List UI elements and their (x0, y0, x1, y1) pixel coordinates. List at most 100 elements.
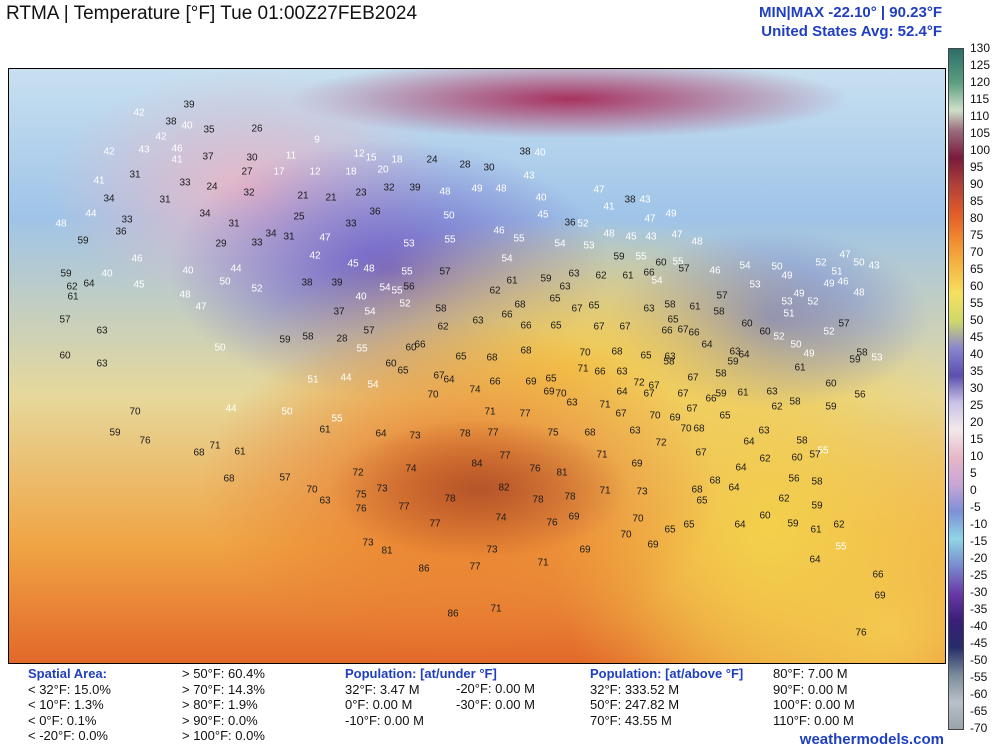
temperature-label: 72 (633, 377, 645, 389)
colorbar-tick-label: 120 (970, 75, 991, 89)
temperature-label: 60 (759, 326, 771, 338)
temperature-label: 47 (644, 213, 656, 225)
temperature-label: 71 (596, 449, 608, 461)
temperature-label: 52 (815, 257, 827, 269)
temperature-label: 55 (513, 233, 525, 245)
population-under-stats-2: -20°F: 0.00 M -30°F: 0.00 M (456, 681, 535, 712)
colorbar-tick-label: 115 (970, 92, 990, 106)
colorbar-tick-label: -70 (970, 721, 988, 735)
temperature-label: 39 (183, 99, 195, 111)
population-above-header: Population: [at/above °F] (590, 666, 744, 681)
temperature-label: 55 (817, 445, 829, 457)
temperature-label: 62 (778, 493, 790, 505)
temperature-label: 36 (369, 206, 381, 218)
temperature-label: 41 (93, 175, 105, 187)
colorbar-tick-label: 20 (970, 415, 984, 429)
temperature-label: 27 (241, 166, 253, 178)
temperature-label: 77 (469, 561, 481, 573)
stat-line: < -20°F: 0.0% (28, 728, 108, 743)
colorbar-tick-label: -20 (970, 551, 988, 565)
temperature-label: 74 (405, 463, 417, 475)
stat-line: > 90°F: 0.0% (182, 712, 258, 728)
temperature-label: 66 (872, 569, 884, 581)
colorbar-tick-label: -55 (970, 670, 988, 684)
temperature-label: 78 (459, 428, 471, 440)
temperature-label: 68 (223, 473, 235, 485)
temperature-label: 58 (789, 396, 801, 408)
temperature-label: 86 (418, 563, 430, 575)
temperature-label: 15 (365, 152, 377, 164)
stat-line: -30°F: 0.00 M (456, 696, 535, 712)
stat-line: 50°F: 247.82 M (590, 697, 680, 712)
temperature-label: 67 (648, 380, 660, 392)
temperature-label: 67 (687, 372, 699, 384)
temperature-label: 38 (519, 146, 531, 158)
temperature-label: 67 (695, 447, 707, 459)
temperature-label: 73 (636, 486, 648, 498)
temperature-label: 64 (375, 428, 387, 440)
temperature-label: 63 (559, 281, 571, 293)
temperature-label: 48 (179, 289, 191, 301)
temperature-label: 61 (737, 387, 749, 399)
temperature-label: 24 (426, 154, 438, 166)
temperature-label: 68 (514, 299, 526, 311)
spatial-area-stats-above: > 50°F: 60.4% > 70°F: 14.3% > 80°F: 1.9%… (182, 666, 265, 744)
colorbar-tick-label: -35 (970, 602, 988, 616)
colorbar-tick-label: 125 (970, 58, 991, 72)
temperature-label: 69 (669, 412, 681, 424)
colorbar-tick-label: -15 (970, 534, 988, 548)
spatial-area-stats: Spatial Area: < 32°F: 15.0% < 10°F: 1.3%… (28, 666, 111, 744)
temperature-label: 67 (615, 408, 627, 420)
temperature-label: 76 (355, 503, 367, 515)
temperature-label: 45 (537, 209, 549, 221)
colorbar-tick-label: 90 (970, 177, 984, 191)
colorbar-tick-label: -45 (970, 636, 988, 650)
temperature-label: 62 (833, 519, 845, 531)
temperature-label: 71 (490, 603, 502, 615)
temperature-label: 40 (355, 291, 367, 303)
temperature-label: 77 (487, 427, 499, 439)
temperature-label: 37 (333, 306, 345, 318)
colorbar-tick-label: 70 (970, 245, 984, 259)
temperature-label: 58 (715, 368, 727, 380)
temperature-label: 69 (579, 544, 591, 556)
temperature-label: 64 (809, 554, 821, 566)
temperature-label: 65 (719, 410, 731, 422)
temperature-label: 55 (356, 343, 368, 355)
temperature-label: 76 (139, 435, 151, 447)
temperature-label: 45 (625, 231, 637, 243)
temperature-label: 59 (60, 268, 72, 280)
temperature-label: 69 (525, 376, 537, 388)
temperature-label: 60 (385, 358, 397, 370)
temperature-label: 60 (59, 350, 71, 362)
temperature-label: 54 (651, 275, 663, 287)
colorbar-tick-label: 15 (970, 432, 984, 446)
stat-line: > 70°F: 14.3% (182, 681, 265, 697)
temperature-label: 69 (631, 458, 643, 470)
temperature-label: 24 (206, 181, 218, 193)
temperature-label: 54 (379, 282, 391, 294)
temperature-label: 64 (616, 386, 628, 398)
temperature-label: 65 (696, 495, 708, 507)
temperature-label: 73 (376, 483, 388, 495)
temperature-label: 47 (839, 249, 851, 261)
temperature-label: 57 (59, 314, 71, 326)
temperature-label: 67 (686, 403, 698, 415)
temperature-label: 55 (401, 266, 413, 278)
temperature-colorbar (948, 48, 964, 730)
temperature-label: 70 (632, 513, 644, 525)
colorbar-tick-label: 45 (970, 330, 984, 344)
temperature-label: 68 (486, 352, 498, 364)
temperature-label: 74 (495, 512, 507, 524)
stat-line: < 0°F: 0.1% (28, 712, 97, 728)
temperature-label: 61 (319, 424, 331, 436)
temperature-label: 50 (219, 276, 231, 288)
temperature-label: 57 (279, 472, 291, 484)
temperature-label: 63 (766, 386, 778, 398)
colorbar-tick-label: -60 (970, 687, 988, 701)
stat-line: > 50°F: 60.4% (182, 666, 265, 681)
colorbar-tick-label: 110 (970, 109, 990, 123)
temperature-label: 60 (825, 378, 837, 390)
temperature-label: 66 (594, 366, 606, 378)
temperature-label: 60 (759, 510, 771, 522)
